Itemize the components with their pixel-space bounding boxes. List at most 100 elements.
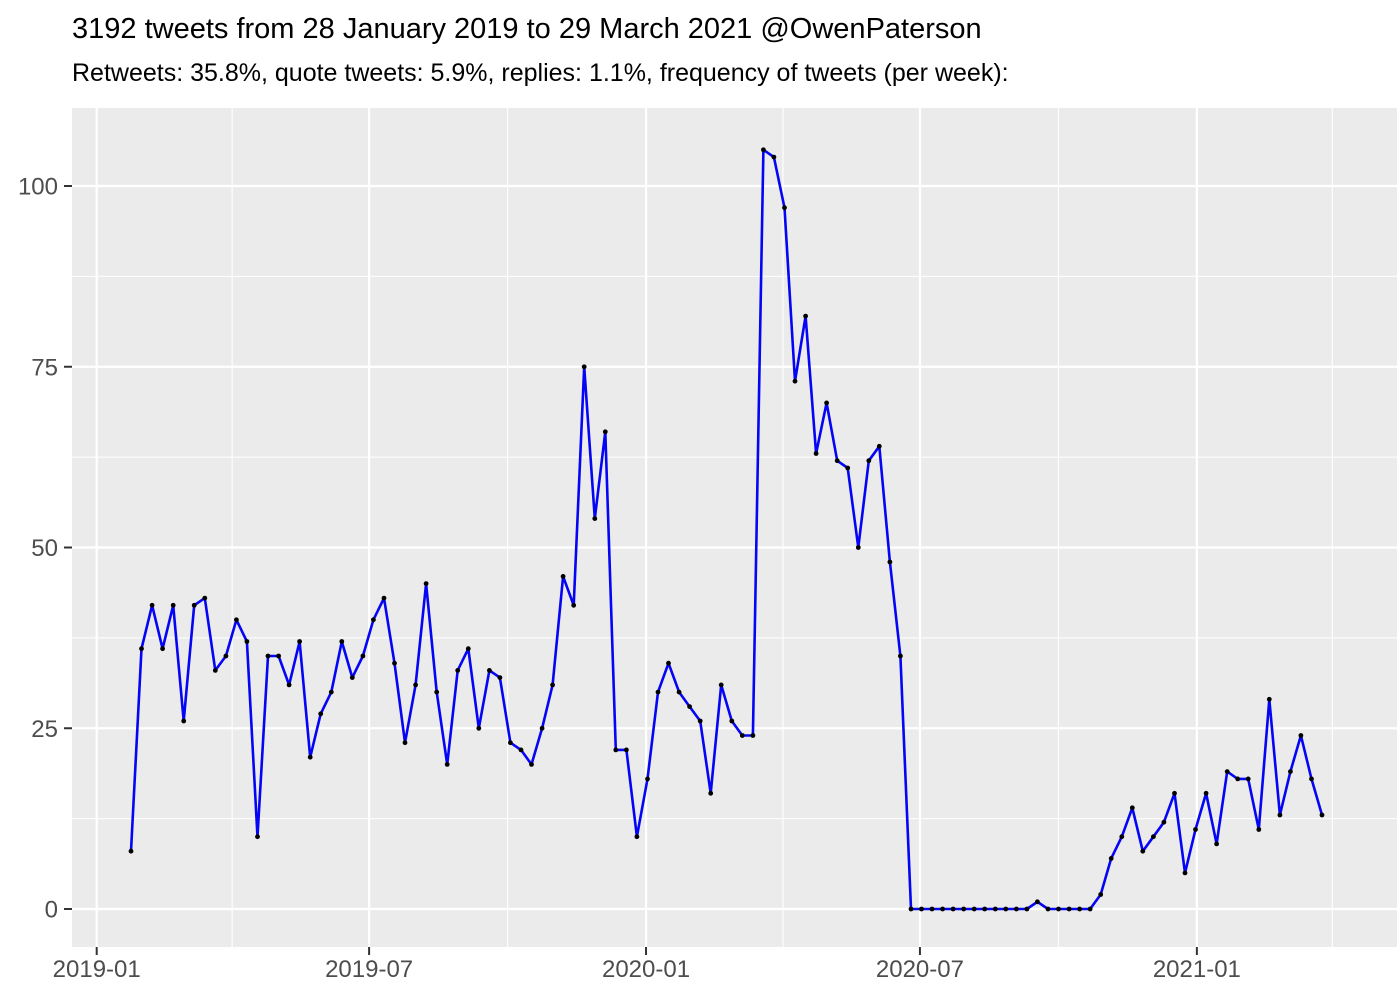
data-point	[529, 762, 534, 767]
data-point	[697, 718, 703, 724]
data-point	[286, 682, 292, 688]
data-point	[1045, 906, 1051, 912]
y-tick-label: 0	[45, 897, 58, 924]
data-point	[929, 906, 935, 912]
data-point	[1235, 776, 1241, 782]
data-point	[1108, 856, 1114, 861]
data-point	[982, 906, 988, 912]
data-point	[202, 595, 208, 601]
data-point	[1172, 790, 1177, 796]
data-point	[170, 602, 176, 608]
data-point	[571, 602, 577, 608]
data-point	[223, 653, 229, 659]
data-point	[423, 581, 429, 586]
data-point	[1319, 812, 1325, 818]
data-point	[191, 602, 197, 608]
data-point	[950, 906, 956, 912]
data-point	[824, 400, 829, 406]
x-tick-label: 2019-01	[53, 956, 141, 983]
x-tick-label: 2020-07	[876, 956, 964, 983]
data-point	[476, 725, 482, 731]
data-point	[265, 653, 271, 659]
data-point	[887, 559, 893, 565]
data-point	[1014, 906, 1019, 912]
data-point	[402, 740, 408, 746]
data-point	[297, 639, 302, 644]
frequency-line	[129, 148, 1324, 911]
chart-title: 3192 tweets from 28 January 2019 to 29 M…	[72, 13, 982, 45]
data-point	[1129, 805, 1135, 811]
data-point	[687, 704, 692, 709]
data-point	[455, 668, 461, 673]
data-point	[729, 718, 735, 724]
data-point	[1182, 870, 1188, 876]
data-point	[1151, 834, 1156, 840]
data-point	[708, 790, 714, 796]
data-point	[1256, 827, 1262, 832]
data-point	[845, 465, 851, 471]
data-point	[581, 364, 587, 370]
x-tick-label: 2020-01	[602, 956, 690, 983]
data-point	[560, 574, 566, 579]
data-point	[465, 646, 471, 652]
data-point	[613, 747, 619, 753]
data-point	[992, 906, 998, 912]
data-point	[1298, 733, 1304, 738]
data-point	[392, 660, 397, 666]
data-point	[434, 689, 440, 695]
data-point	[1288, 769, 1293, 774]
chart-subtitle: Retweets: 35.8%, quote tweets: 5.9%, rep…	[72, 59, 1009, 87]
data-point	[381, 595, 387, 601]
data-point	[961, 906, 967, 912]
y-tick-label: 50	[31, 535, 58, 562]
data-point	[634, 834, 640, 840]
data-point	[328, 689, 334, 695]
data-point	[813, 451, 819, 456]
data-point	[539, 725, 545, 731]
data-point	[971, 906, 977, 912]
data-point	[1266, 696, 1272, 702]
data-point	[1098, 892, 1104, 897]
data-point	[307, 754, 313, 760]
data-point	[908, 906, 914, 912]
y-tick-label: 75	[31, 354, 58, 381]
data-point	[1245, 776, 1251, 782]
data-point	[1193, 827, 1198, 832]
data-point	[276, 653, 281, 659]
data-point	[339, 639, 345, 644]
data-point	[761, 147, 766, 153]
data-point	[234, 617, 239, 623]
data-point	[318, 711, 324, 717]
data-point	[624, 747, 629, 753]
x-tick-label: 2019-07	[325, 956, 413, 983]
data-point	[855, 545, 861, 550]
data-point	[160, 646, 166, 652]
data-point	[940, 906, 945, 912]
data-point	[1056, 906, 1061, 912]
data-point	[1077, 906, 1082, 912]
data-point	[149, 602, 155, 608]
data-point	[782, 205, 787, 211]
data-point	[1224, 769, 1230, 774]
data-point	[739, 733, 745, 738]
data-point	[444, 762, 450, 767]
data-point	[550, 682, 555, 688]
data-point	[1087, 906, 1093, 912]
data-point	[497, 675, 503, 680]
data-point	[1066, 906, 1072, 912]
data-point	[1309, 776, 1314, 782]
data-point	[1024, 906, 1030, 912]
data-point	[508, 740, 513, 746]
data-point	[1119, 834, 1125, 840]
data-point	[919, 906, 924, 912]
data-point	[834, 458, 840, 464]
data-point	[750, 733, 756, 738]
data-point	[1203, 790, 1209, 796]
data-point	[181, 718, 187, 724]
data-point	[518, 747, 524, 753]
data-point	[718, 682, 724, 688]
data-point	[803, 313, 808, 319]
data-point	[771, 154, 777, 160]
